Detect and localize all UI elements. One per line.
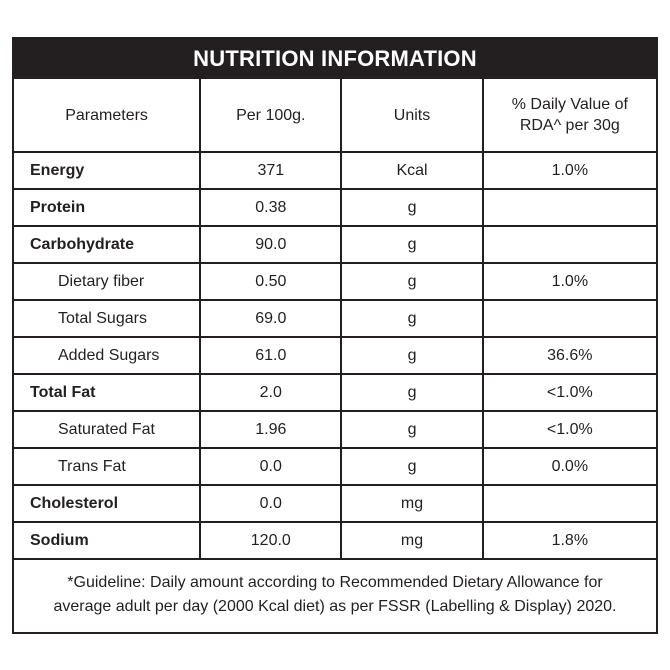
row-daily-value: 1.8% [481, 521, 656, 560]
nutrition-panel: NUTRITION INFORMATION Parameters Per 100… [12, 37, 658, 634]
row-per-100g: 61.0 [199, 336, 343, 375]
row-parameter: Energy [14, 151, 202, 190]
row-unit: g [340, 299, 484, 338]
footnote-line1: *Guideline: Daily amount according to Re… [67, 574, 603, 591]
row-unit: g [340, 188, 484, 227]
table-row: Dietary fiber 0.50 g 1.0% [14, 262, 656, 301]
header-per-100g: Per 100g. [199, 79, 343, 153]
row-parameter: Total Sugars [14, 299, 202, 338]
row-parameter: Protein [14, 188, 202, 227]
row-daily-value [481, 484, 656, 523]
row-parameter: Cholesterol [14, 484, 202, 523]
row-per-100g: 0.38 [199, 188, 343, 227]
row-daily-value: 36.6% [481, 336, 656, 375]
row-unit: g [340, 410, 484, 449]
row-parameter: Dietary fiber [14, 262, 202, 301]
table-row: Added Sugars 61.0 g 36.6% [14, 336, 656, 375]
row-daily-value [481, 225, 656, 264]
row-parameter: Sodium [14, 521, 202, 560]
row-per-100g: 120.0 [199, 521, 343, 560]
row-parameter: Carbohydrate [14, 225, 202, 264]
nutrition-table: Parameters Per 100g. Units % Daily Value… [14, 79, 656, 560]
table-row: Sodium 120.0 mg 1.8% [14, 521, 656, 560]
row-per-100g: 90.0 [199, 225, 343, 264]
table-row: Cholesterol 0.0 mg [14, 484, 656, 523]
panel-title: NUTRITION INFORMATION [14, 39, 656, 79]
header-row: Parameters Per 100g. Units % Daily Value… [14, 79, 656, 153]
row-per-100g: 0.50 [199, 262, 343, 301]
header-daily-value: % Daily Value of RDA^ per 30g [481, 79, 656, 153]
footnote-line2: average adult per day (2000 Kcal diet) a… [53, 598, 617, 615]
header-daily-value-line2: RDA^ per 30g [519, 117, 620, 134]
row-unit: g [340, 373, 484, 412]
row-daily-value: <1.0% [481, 373, 656, 412]
table-row: Saturated Fat 1.96 g <1.0% [14, 410, 656, 449]
row-unit: mg [340, 484, 484, 523]
header-daily-value-line1: % Daily Value of [511, 96, 628, 113]
row-parameter: Trans Fat [14, 447, 202, 486]
header-units: Units [340, 79, 484, 153]
row-daily-value: 1.0% [481, 262, 656, 301]
row-daily-value [481, 188, 656, 227]
row-unit: g [340, 225, 484, 264]
row-per-100g: 371 [199, 151, 343, 190]
row-unit: mg [340, 521, 484, 560]
header-parameters: Parameters [14, 79, 202, 153]
table-row: Trans Fat 0.0 g 0.0% [14, 447, 656, 486]
row-per-100g: 69.0 [199, 299, 343, 338]
row-per-100g: 0.0 [199, 484, 343, 523]
row-parameter: Saturated Fat [14, 410, 202, 449]
row-unit: g [340, 262, 484, 301]
table-row: Protein 0.38 g [14, 188, 656, 227]
table-row: Energy 371 Kcal 1.0% [14, 151, 656, 190]
table-row: Total Fat 2.0 g <1.0% [14, 373, 656, 412]
table-row: Carbohydrate 90.0 g [14, 225, 656, 264]
row-unit: Kcal [340, 151, 484, 190]
row-unit: g [340, 336, 484, 375]
row-daily-value: <1.0% [481, 410, 656, 449]
footnote: *Guideline: Daily amount according to Re… [14, 560, 656, 638]
row-unit: g [340, 447, 484, 486]
row-daily-value: 1.0% [481, 151, 656, 190]
row-daily-value: 0.0% [481, 447, 656, 486]
row-per-100g: 0.0 [199, 447, 343, 486]
row-parameter: Added Sugars [14, 336, 202, 375]
row-per-100g: 1.96 [199, 410, 343, 449]
row-daily-value [481, 299, 656, 338]
row-parameter: Total Fat [14, 373, 202, 412]
row-per-100g: 2.0 [199, 373, 343, 412]
table-row: Total Sugars 69.0 g [14, 299, 656, 338]
